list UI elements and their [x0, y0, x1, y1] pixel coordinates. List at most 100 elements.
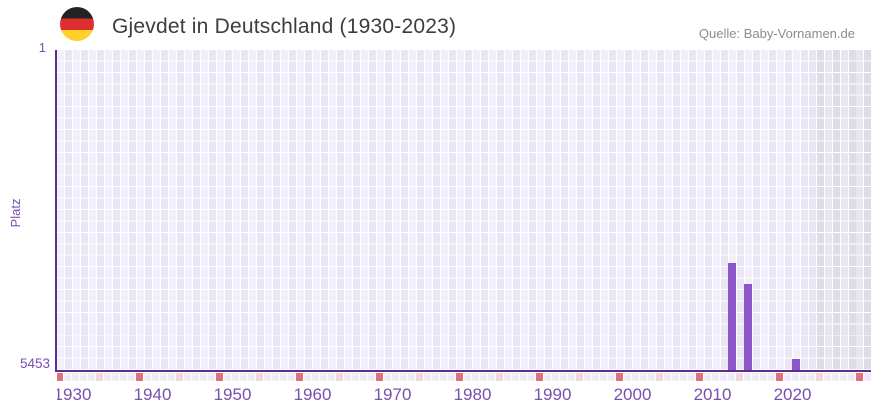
x-axis-label-1990: 1990 [533, 385, 572, 404]
source-attribution: Quelle: Baby-Vornamen.de [698, 26, 855, 41]
x-axis-label-1940: 1940 [133, 385, 172, 404]
x-axis-tick-2030 [856, 373, 863, 381]
x-axis-tick-1964 [328, 373, 335, 381]
x-axis-tick-1973 [400, 373, 407, 381]
x-axis-label-1970: 1970 [373, 385, 412, 404]
x-axis-tick-2008 [680, 373, 687, 381]
x-axis-tick-2000 [616, 373, 623, 381]
x-axis-tick-2022 [792, 373, 799, 381]
x-axis-tick-1945 [176, 373, 183, 381]
x-axis-tick-1939 [128, 373, 135, 381]
x-axis-label-1980: 1980 [453, 385, 492, 404]
x-axis-tick-1984 [488, 373, 495, 381]
bar-2014[interactable] [728, 263, 736, 370]
x-axis-tick-1943 [160, 373, 167, 381]
x-axis-tick-1935 [96, 373, 103, 381]
x-axis-tick-1930 [57, 373, 63, 381]
x-axis-tick-1934 [88, 373, 95, 381]
x-axis-tick-2010 [696, 373, 703, 381]
x-axis-tick-1995 [576, 373, 583, 381]
x-axis-tick-2026 [824, 373, 831, 381]
x-axis-tick-1962 [312, 373, 319, 381]
x-axis-tick-1974 [408, 373, 415, 381]
x-axis-tick-1941 [144, 373, 151, 381]
x-axis-tick-1958 [280, 373, 287, 381]
x-axis-tick-1987 [512, 373, 519, 381]
no-data-region [808, 50, 871, 370]
x-axis-tick-2021 [784, 373, 791, 381]
x-axis-tick-2027 [832, 373, 839, 381]
x-axis-tick-1946 [184, 373, 191, 381]
x-axis-tick-2003 [640, 373, 647, 381]
x-axis-tick-2028 [840, 373, 847, 381]
x-axis-tick-1982 [472, 373, 479, 381]
x-axis-label-2000: 2000 [613, 385, 652, 404]
x-axis-tick-1960 [296, 373, 303, 381]
x-axis-tick-2019 [768, 373, 775, 381]
x-axis-tick-1959 [288, 373, 295, 381]
x-axis-tick-2005 [656, 373, 663, 381]
x-axis-tick-1990 [536, 373, 543, 381]
x-axis-tick-1985 [496, 373, 503, 381]
x-axis-tick-1980 [456, 373, 463, 381]
x-axis-tick-1968 [360, 373, 367, 381]
x-axis-tick-1961 [304, 373, 311, 381]
x-axis-tick-1942 [152, 373, 159, 381]
x-axis-tick-1954 [248, 373, 255, 381]
x-axis-tick-1949 [208, 373, 215, 381]
x-axis-tick-1936 [104, 373, 111, 381]
x-axis-tick-2004 [648, 373, 655, 381]
plot-area [57, 50, 871, 370]
x-axis-tick-1953 [240, 373, 247, 381]
x-axis-tick-1981 [464, 373, 471, 381]
chart-title: Gjevdet in Deutschland (1930-2023) [112, 15, 457, 38]
x-axis-tick-1993 [560, 373, 567, 381]
x-axis-tick-2016 [744, 373, 751, 381]
x-axis-tick-2002 [632, 373, 639, 381]
x-axis-tick-1969 [368, 373, 375, 381]
x-axis-tick-2011 [704, 373, 711, 381]
x-axis-tick-2015 [736, 373, 743, 381]
x-axis-tick-1970 [376, 373, 383, 381]
x-axis-tick-1944 [168, 373, 175, 381]
x-axis-tick-1971 [384, 373, 391, 381]
x-axis-tick-1991 [544, 373, 551, 381]
x-axis-tick-1937 [112, 373, 119, 381]
x-axis-line [55, 370, 871, 372]
x-axis-tick-1996 [584, 373, 591, 381]
x-axis-tick-1931 [64, 373, 71, 381]
x-axis-tick-1978 [440, 373, 447, 381]
x-axis-tick-1951 [224, 373, 231, 381]
x-axis-tick-1967 [352, 373, 359, 381]
x-axis-tick-2023 [800, 373, 807, 381]
x-axis-tick-1994 [568, 373, 575, 381]
x-axis-tick-1975 [416, 373, 423, 381]
x-axis-tick-1999 [608, 373, 615, 381]
x-axis-tick-1986 [504, 373, 511, 381]
x-axis-tick-1976 [424, 373, 431, 381]
x-axis-tick-1952 [232, 373, 239, 381]
x-axis-tick-2007 [672, 373, 679, 381]
x-axis-tick-2020 [776, 373, 783, 381]
x-axis-tick-1957 [272, 373, 279, 381]
x-axis-tick-2031 [864, 373, 871, 381]
x-axis-tick-2012 [712, 373, 719, 381]
x-axis-tick-1997 [592, 373, 599, 381]
x-axis-tick-1988 [520, 373, 527, 381]
x-axis-tick-row [57, 373, 871, 381]
x-axis-tick-1966 [344, 373, 351, 381]
x-axis-label-2010: 2010 [693, 385, 732, 404]
x-axis-tick-1950 [216, 373, 223, 381]
x-axis-label-2020: 2020 [773, 385, 812, 404]
x-axis-labels: 1930 1940 1950 1960 1970 1980 1990 2000 2010 2020 [57, 385, 871, 405]
bar-2022[interactable] [792, 359, 800, 370]
bar-2016[interactable] [744, 284, 752, 370]
x-axis-tick-2014 [728, 373, 735, 381]
x-axis-tick-2006 [664, 373, 671, 381]
x-axis-tick-1938 [120, 373, 127, 381]
x-axis-tick-1983 [480, 373, 487, 381]
x-axis-tick-1992 [552, 373, 559, 381]
x-axis-tick-1965 [336, 373, 343, 381]
x-axis-tick-2013 [720, 373, 727, 381]
